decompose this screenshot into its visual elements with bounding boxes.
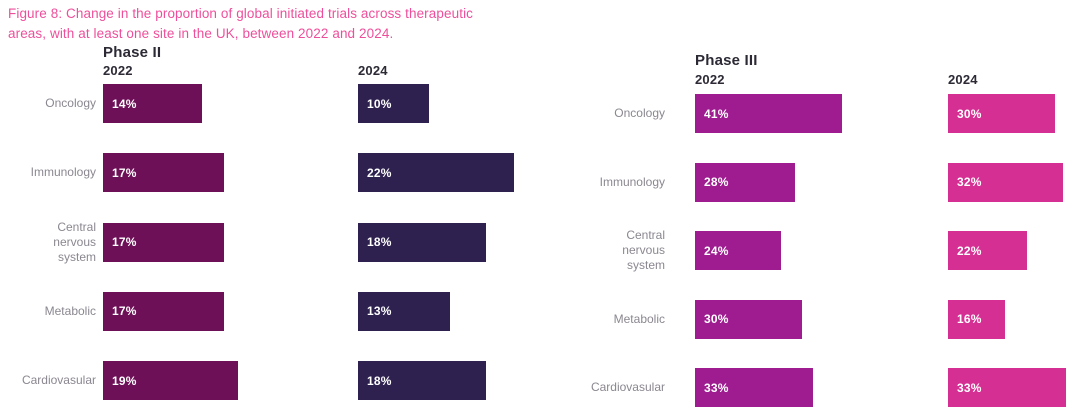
phase-ii-2022-cardiovasular-bar: 19% [103, 361, 238, 400]
phase-ii-2022-metabolic-value-label: 17% [112, 304, 137, 319]
figure-title-line-1: Figure 8: Change in the proportion of gl… [8, 6, 474, 21]
phase-ii-category-label-central-nervous-system: Central nervous system [53, 219, 96, 264]
phase-ii-2024-metabolic-bar: 13% [358, 291, 450, 331]
phase-iii-2024-central-nervous-system-value-label: 22% [957, 243, 982, 258]
figure-title: Figure 8: Change in the proportion of gl… [8, 4, 473, 43]
phase-iii-2024-immunology-value-label: 32% [957, 175, 982, 189]
phase-iii-category-label-immunology: Immunology [599, 174, 665, 189]
phase-ii-category-label-immunology: Immunology [30, 165, 96, 180]
phase-iii-2022-central-nervous-system-value-label: 24% [704, 243, 729, 258]
phase-ii-2024-central-nervous-system-bar: 18% [358, 222, 486, 262]
phase-ii-category-label-oncology: Oncology [45, 96, 96, 110]
phase-iii-2022-oncology-value-label: 41% [704, 106, 729, 121]
phase-ii-2024-column-header: 2024 [358, 63, 388, 78]
phase-iii-category-label-central-nervous-system: Central nervous system [622, 228, 665, 272]
phase-iii-2022-oncology-bar: 41% [695, 94, 842, 133]
phase-iii-2024-metabolic-value-label: 16% [957, 312, 982, 326]
phase-iii-2022-column-header: 2022 [695, 72, 725, 87]
phase-iii-2024-metabolic-bar: 16% [948, 299, 1005, 339]
phase-ii-2024-cardiovasular-value-label: 18% [367, 373, 392, 388]
phase-ii-2022-central-nervous-system-bar: 17% [103, 222, 224, 262]
phase-iii-category-label-cardiovasular: Cardiovasular [590, 380, 665, 394]
phase-iii-category-label-metabolic: Metabolic [613, 311, 665, 326]
figure-title-line-2: areas, with at least one site in the UK,… [8, 25, 394, 41]
phase-ii-2024-oncology-value-label: 10% [367, 96, 392, 111]
phase-iii-2024-oncology-bar: 30% [948, 94, 1055, 133]
phase-iii-2022-immunology-value-label: 28% [704, 175, 729, 189]
phase-ii-2022-central-nervous-system-value-label: 17% [112, 235, 137, 249]
phase-iii-2024-oncology-value-label: 30% [957, 106, 982, 121]
phase-iii-2024-column-header: 2024 [948, 72, 978, 87]
phase-ii-2024-central-nervous-system-value-label: 18% [367, 235, 392, 249]
phase-ii-2024-immunology-bar: 22% [358, 153, 514, 193]
phase-ii-2024-cardiovasular-bar: 18% [358, 361, 486, 400]
phase-ii-category-label-cardiovasular: Cardiovasular [21, 373, 96, 387]
phase-ii-2022-immunology-bar: 17% [103, 153, 224, 193]
phase-iii-2022-metabolic-value-label: 30% [704, 312, 729, 326]
phase-iii-2022-immunology-bar: 28% [695, 162, 795, 202]
phase-ii-2022-cardiovasular-value-label: 19% [112, 373, 137, 388]
phase-iii-2022-central-nervous-system-bar: 24% [695, 231, 781, 270]
phase-iii-2024-cardiovasular-value-label: 33% [957, 380, 982, 395]
phase-iii-2022-cardiovasular-value-label: 33% [704, 380, 729, 395]
phase-ii-2024-oncology-bar: 10% [358, 84, 429, 123]
phase-ii-2022-metabolic-bar: 17% [103, 291, 224, 331]
phase-iii-heading: Phase III [695, 52, 758, 69]
phase-iii-2022-cardiovasular-bar: 33% [695, 368, 813, 407]
phase-ii-2022-immunology-value-label: 17% [112, 165, 137, 180]
phase-ii-2022-column-header: 2022 [103, 63, 133, 78]
phase-iii-2022-metabolic-bar: 30% [695, 299, 802, 339]
phase-iii-2024-central-nervous-system-bar: 22% [948, 231, 1027, 270]
phase-ii-2024-immunology-value-label: 22% [367, 165, 392, 180]
phase-iii-2024-immunology-bar: 32% [948, 162, 1063, 202]
phase-ii-heading: Phase II [103, 44, 162, 61]
phase-ii-2022-oncology-bar: 14% [103, 84, 202, 123]
phase-iii-2024-cardiovasular-bar: 33% [948, 368, 1066, 407]
phase-ii-2022-oncology-value-label: 14% [112, 96, 137, 111]
phase-ii-category-label-metabolic: Metabolic [44, 303, 96, 318]
phase-iii-category-label-oncology: Oncology [614, 106, 665, 120]
phase-ii-2024-metabolic-value-label: 13% [367, 304, 392, 319]
